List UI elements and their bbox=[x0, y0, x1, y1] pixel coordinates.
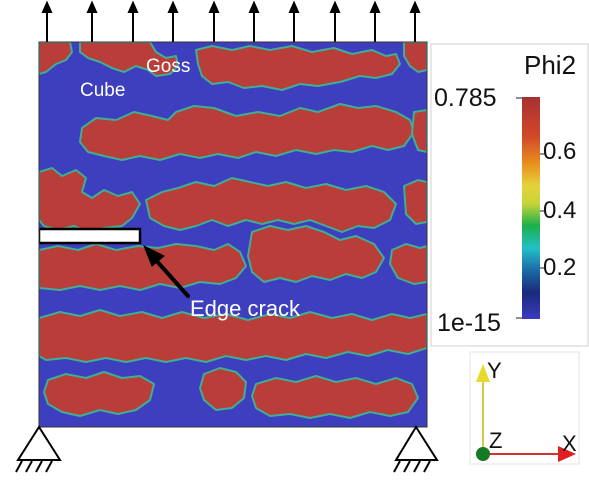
colorbar-gradient bbox=[522, 97, 540, 319]
domain-border bbox=[38, 41, 428, 428]
microstructure-domain bbox=[39, 42, 427, 427]
colorbar-min-label: 1e-15 bbox=[437, 309, 501, 337]
axes-triad bbox=[476, 364, 576, 462]
edge-crack-label: Edge crack bbox=[190, 296, 301, 321]
colorbar-tick-label: 0.6 bbox=[543, 138, 577, 165]
load-arrows bbox=[41, 0, 421, 42]
goss-label: Goss bbox=[146, 56, 191, 77]
x-axis-label: X bbox=[562, 431, 577, 456]
y-axis-label: Y bbox=[487, 358, 502, 383]
colorbar-tick-label: 0.4 bbox=[543, 197, 577, 224]
cube-label: Cube bbox=[80, 80, 126, 101]
crack-pointer-arrow bbox=[143, 244, 190, 298]
colorbar-tick-label: 0.2 bbox=[543, 254, 577, 281]
right-support bbox=[393, 425, 439, 473]
colorbar-panel bbox=[430, 43, 589, 347]
colorbar-ticks bbox=[516, 97, 546, 319]
edge-crack bbox=[39, 227, 142, 245]
z-axis-label: Z bbox=[489, 428, 503, 453]
axes-panel bbox=[469, 351, 580, 465]
left-support bbox=[15, 425, 62, 473]
colorbar-max-label: 0.785 bbox=[434, 84, 497, 112]
colorbar-title: Phi2 bbox=[524, 50, 577, 80]
